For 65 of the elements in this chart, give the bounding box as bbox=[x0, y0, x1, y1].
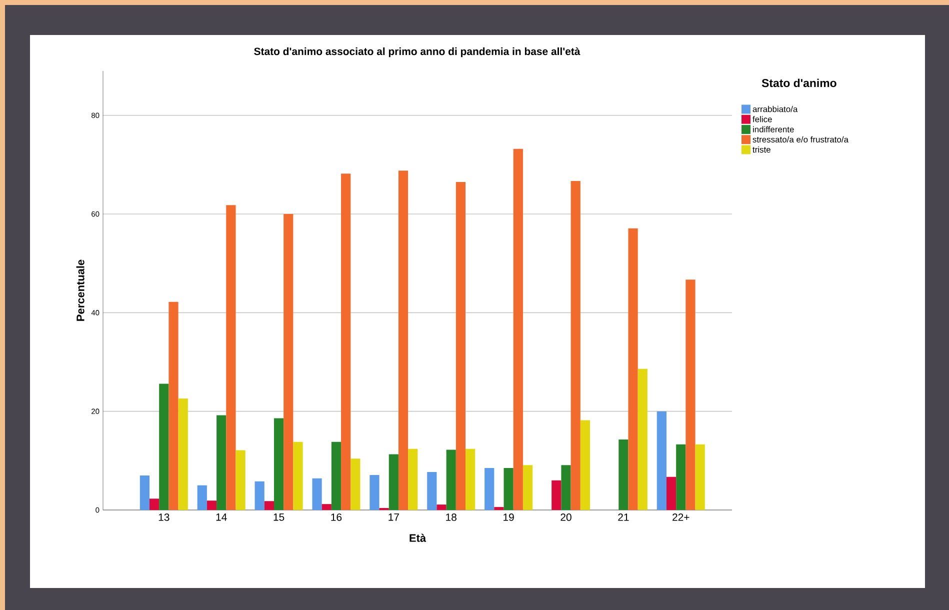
bar bbox=[504, 468, 514, 510]
bar bbox=[513, 148, 523, 510]
bar bbox=[216, 415, 226, 510]
x-axis-title: Età bbox=[410, 534, 426, 542]
bar bbox=[264, 501, 274, 510]
bar bbox=[494, 507, 504, 510]
bar bbox=[293, 442, 303, 510]
bar bbox=[628, 228, 638, 510]
legend-label: stressato/a e/o frustrato/a bbox=[752, 136, 848, 142]
bar bbox=[552, 480, 562, 510]
bar bbox=[618, 439, 628, 510]
bar bbox=[676, 444, 686, 510]
bar bbox=[580, 420, 590, 510]
bar bbox=[408, 448, 418, 510]
chart-title: Stato d'animo associato al primo anno di pandemia in base all'età bbox=[254, 47, 580, 58]
x-tick-label: 18 bbox=[446, 514, 456, 521]
bar bbox=[322, 504, 332, 510]
bar bbox=[236, 450, 246, 510]
bar bbox=[666, 476, 676, 510]
x-tick-label: 14 bbox=[216, 514, 227, 521]
bar bbox=[570, 180, 580, 510]
x-tick-label: 17 bbox=[388, 514, 399, 521]
legend-label: felice bbox=[752, 116, 772, 122]
bar bbox=[388, 454, 398, 510]
bar bbox=[484, 468, 494, 510]
x-tick-label: 19 bbox=[504, 514, 514, 521]
x-tick-label: 21 bbox=[618, 514, 629, 521]
bar bbox=[341, 174, 351, 510]
bar bbox=[436, 504, 446, 510]
bar bbox=[370, 474, 380, 510]
x-tick-label: 13 bbox=[158, 514, 170, 521]
bar bbox=[274, 418, 284, 510]
legend-label: triste bbox=[752, 146, 770, 153]
bar bbox=[350, 458, 360, 510]
bar bbox=[197, 485, 207, 510]
x-tick-label: 22+ bbox=[672, 514, 690, 521]
bar bbox=[456, 182, 466, 510]
x-tick-label: 20 bbox=[560, 514, 572, 521]
bar bbox=[159, 384, 169, 510]
bar bbox=[331, 442, 342, 510]
bar bbox=[522, 465, 533, 510]
bar bbox=[398, 170, 408, 510]
y-axis-title: Percentuale bbox=[76, 260, 84, 321]
bar bbox=[638, 368, 648, 510]
bar bbox=[140, 475, 150, 510]
bar bbox=[446, 450, 456, 510]
x-tick-label: 16 bbox=[331, 514, 342, 521]
bar bbox=[686, 280, 696, 510]
bar bbox=[150, 498, 160, 510]
bar bbox=[168, 302, 178, 510]
legend-label: indifferente bbox=[753, 126, 794, 132]
x-tick-label: 15 bbox=[274, 514, 284, 521]
bar bbox=[312, 478, 322, 510]
bar bbox=[466, 448, 476, 510]
bar bbox=[254, 481, 264, 510]
legend-title: Stato d'animo bbox=[762, 78, 836, 88]
bar bbox=[226, 205, 236, 510]
legend-label: arrabbiato/a bbox=[752, 106, 798, 112]
bar bbox=[656, 411, 666, 510]
bar bbox=[178, 398, 188, 510]
bar bbox=[561, 465, 571, 510]
bar bbox=[284, 214, 294, 510]
bar bbox=[427, 472, 437, 510]
bar bbox=[695, 444, 705, 510]
bar bbox=[206, 500, 217, 510]
